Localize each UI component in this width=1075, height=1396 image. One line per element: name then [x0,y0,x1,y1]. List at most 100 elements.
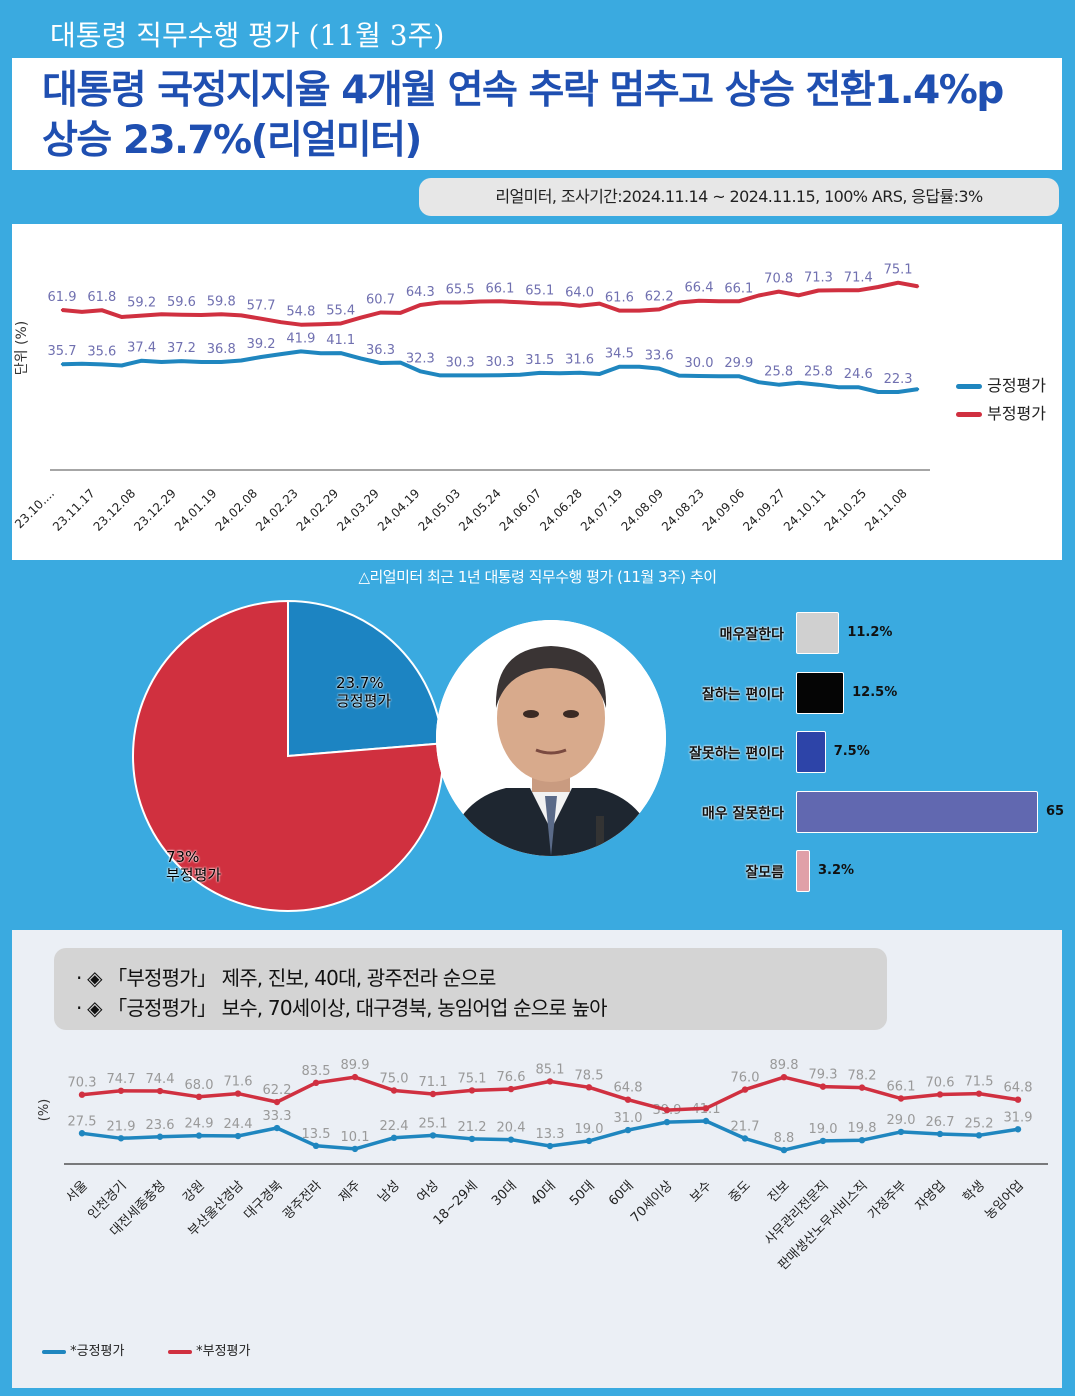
trend-value-label-0-36: 25.8 [764,365,793,380]
trend-point-1-0 [60,308,64,312]
pie-slice-1 [132,599,444,912]
trend-chart-panel: 단위 (%) 35.7 35.6 37.4 37.2 36.8 39.2 41.9 41.1 36… [12,224,1062,560]
trend-point-1-8 [220,313,223,316]
demo-point-0-3 [195,1132,203,1139]
demo-point-1-17 [741,1086,749,1093]
trend-value-label-0-22: 30.3 [485,355,514,370]
trend-x-tick-15: 24.08.09 [618,486,666,534]
trend-point-0-26 [578,371,581,374]
trend-x-tick-19: 24.10.11 [781,486,829,534]
trend-point-1-13 [319,323,322,326]
trend-point-1-42 [896,281,900,284]
demo-legend-positive-label: *긍정평가 [70,1344,125,1359]
pie-negative-name: 부정평가 [166,866,222,884]
trend-value-label-1-38: 71.3 [804,271,833,286]
demo-value-label-1-2: 74.4 [146,1072,175,1087]
trend-value-label-0-12: 41.9 [286,331,315,346]
demo-point-1-0 [78,1091,86,1098]
demo-value-label-1-1: 74.7 [107,1072,136,1087]
pie-label-positive: 23.7% 긍정평가 [336,674,391,710]
bar-value-2: 7.5% [833,744,870,759]
trend-point-0-24 [538,371,541,375]
demo-value-label-0-8: 22.4 [380,1119,409,1134]
trend-value-label-1-34: 66.1 [724,281,753,296]
trend-point-0-0 [60,363,64,366]
trend-x-tick-14: 24.07.19 [578,486,626,534]
demo-value-label-0-11: 20.4 [497,1121,526,1136]
demo-legend-positive-swatch [42,1349,66,1354]
trend-point-1-28 [618,309,621,312]
demo-x-tick-23: 학생 [960,1178,988,1206]
demo-x-tick-11: 30대 [489,1178,520,1209]
demo-value-label-0-1: 21.9 [107,1119,136,1134]
trend-value-label-1-30: 62.2 [645,289,674,304]
trend-point-0-9 [239,359,243,362]
trend-x-tick-1: 23.11.17 [50,486,98,534]
trend-point-0-32 [697,374,701,378]
trend-point-0-37 [797,381,800,384]
trend-x-tick-5: 24.02.08 [212,486,260,534]
trend-point-0-33 [717,375,721,378]
demo-point-0-15 [663,1118,671,1126]
trend-value-label-0-32: 30.0 [685,356,714,371]
demo-point-1-7 [351,1073,359,1081]
demo-value-label-1-5: 62.2 [263,1083,292,1098]
trend-point-0-21 [478,374,482,377]
trend-point-1-30 [658,308,661,311]
trend-point-0-11 [279,352,283,356]
bar-2 [796,731,826,773]
trend-x-tick-11: 24.05.24 [456,486,504,534]
trend-value-label-0-26: 31.6 [565,353,594,368]
demo-value-label-1-0: 70.3 [68,1076,97,1091]
bar-4 [796,850,810,892]
trend-point-1-33 [717,300,721,303]
portrait-illustration [436,620,666,856]
trend-point-0-38 [817,383,820,386]
demo-point-1-10 [468,1087,476,1094]
trend-point-0-3 [120,364,123,367]
trend-point-0-36 [777,383,780,386]
trend-chart: 단위 (%) 35.7 35.6 37.4 37.2 36.8 39.2 41.9 41.1 36… [12,263,930,534]
demo-legend-positive: *긍정평가 [42,1340,124,1359]
trend-value-label-1-6: 59.6 [167,295,196,310]
trend-point-1-26 [578,304,581,307]
demo-value-label-1-10: 75.1 [458,1071,487,1086]
demo-x-tick-17: 중도 [726,1178,754,1206]
trend-value-label-1-0: 61.9 [48,290,77,305]
demo-x-tick-24: 농임어업 [982,1178,1026,1222]
demo-x-tick-12: 40대 [528,1178,559,1209]
trend-x-tick-20: 24.10.25 [821,486,869,534]
demo-value-label-1-23: 71.5 [965,1075,994,1090]
demo-value-label-1-24: 64.8 [1004,1081,1033,1096]
demographics-chart: (%) 27.5 21.9 23.6 24.9 24.4 33.3 13.5 10.1 22.4 2… [37,1058,1048,1273]
bar-value-1: 12.5% [852,684,898,700]
demo-point-1-23 [975,1090,983,1097]
summary-note-box [54,948,887,1030]
demo-value-label-1-21: 66.1 [887,1080,916,1095]
trend-point-1-31 [677,301,681,304]
demo-x-tick-6: 광주전라 [280,1178,324,1222]
demo-value-label-0-17: 21.7 [731,1119,760,1134]
demo-legend-negative-swatch [168,1349,192,1354]
trend-point-1-1 [80,310,84,314]
trend-point-0-14 [339,351,342,355]
demo-point-0-2 [156,1133,164,1140]
bar-label-4: 잘모름 [745,865,784,881]
demo-value-label-0-14: 31.0 [614,1111,643,1126]
summary-note-positive: · ◈ 「긍정평가」 보수, 70세이상, 대구경북, 농임어업 순으로 높아 [76,996,608,1020]
demo-value-label-0-10: 21.2 [458,1120,487,1135]
trend-value-label-0-4: 37.4 [127,341,156,356]
trend-value-label-1-8: 59.8 [207,294,236,309]
demo-point-0-22 [936,1130,944,1138]
demo-value-label-0-0: 27.5 [68,1114,97,1129]
trend-point-1-25 [558,302,561,305]
bar-label-3: 매우 잘못한다 [701,805,784,822]
demo-point-1-21 [897,1095,905,1102]
trend-point-0-13 [319,352,322,355]
bar-3 [796,790,1038,833]
trend-point-1-12 [299,323,303,326]
trend-value-label-0-10: 39.2 [247,337,276,352]
trend-point-1-27 [598,302,601,305]
trend-point-0-25 [558,372,561,375]
trend-value-label-1-42: 75.1 [884,263,913,278]
